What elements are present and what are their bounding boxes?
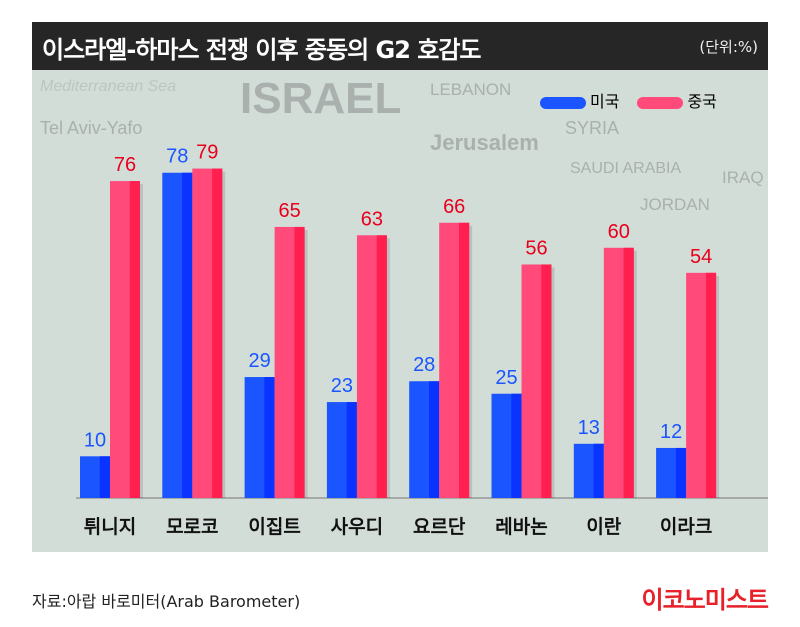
- map-label: ISRAEL: [240, 74, 402, 123]
- map-background: Mediterranean Sea ISRAEL LEBANON Tel Avi…: [32, 70, 768, 552]
- x-tick-label: 사우디: [331, 516, 383, 538]
- bar-shade: [129, 181, 140, 498]
- unit-label: (단위:%): [699, 38, 758, 56]
- map-label: IRAQ: [722, 168, 764, 187]
- bar-shade: [541, 264, 552, 498]
- data-label: 56: [525, 237, 547, 259]
- source-note: 자료:아랍 바로미터(Arab Barometer): [32, 592, 301, 611]
- data-label: 60: [608, 221, 630, 243]
- x-tick-label: 이라크: [660, 516, 712, 538]
- x-tick-label: 이집트: [248, 516, 300, 538]
- data-label: 65: [278, 200, 300, 222]
- data-label: 28: [413, 354, 435, 376]
- publisher-logo: 이코노미스트: [641, 586, 769, 614]
- legend-label: 중국: [687, 92, 717, 111]
- x-tick-label: 모로코: [166, 516, 218, 538]
- data-label: 66: [443, 196, 465, 218]
- data-label: 76: [114, 154, 136, 176]
- bar-shade: [212, 168, 223, 498]
- legend-swatch: [540, 96, 586, 109]
- bar-shade: [294, 226, 305, 498]
- data-label: 54: [690, 246, 712, 268]
- data-label: 79: [196, 142, 218, 164]
- legend-item-us: 미국: [540, 88, 619, 112]
- data-label: 12: [660, 421, 682, 443]
- map-label: Jerusalem: [430, 130, 539, 155]
- bar-shade: [623, 247, 634, 498]
- map-label: JORDAN: [640, 195, 710, 214]
- bar-shade: [593, 443, 604, 498]
- data-label: 10: [84, 429, 106, 451]
- data-label: 78: [166, 146, 188, 168]
- x-tick-label: 이란: [586, 516, 621, 538]
- map-label: SYRIA: [565, 118, 620, 138]
- bar-shade: [346, 402, 357, 498]
- bar-shade: [429, 381, 440, 498]
- title-bar: 이스라엘-하마스 전쟁 이후 중동의 G2 호감도 (단위:%): [32, 22, 768, 70]
- map-label: Mediterranean Sea: [40, 78, 177, 95]
- map-label: Tel Aviv-Yafo: [40, 118, 143, 138]
- x-tick-label: 레바논: [495, 516, 547, 538]
- bar-shade: [376, 235, 387, 499]
- legend-label: 미국: [590, 92, 620, 111]
- data-label: 63: [361, 208, 383, 230]
- data-label: 29: [248, 350, 270, 372]
- legend-item-china: 중국: [637, 88, 717, 112]
- data-label: 23: [331, 375, 353, 397]
- legend: 미국 중국: [540, 88, 717, 112]
- bar-shade: [675, 447, 687, 498]
- bar-shade: [264, 377, 275, 498]
- data-label: 25: [495, 367, 517, 389]
- bar-shade: [99, 456, 110, 498]
- map-label: SAUDI ARABIA: [570, 160, 682, 177]
- bar-shade: [182, 172, 193, 499]
- x-tick-label: 요르단: [413, 516, 466, 538]
- bar-shade: [511, 393, 522, 498]
- data-label: 13: [578, 417, 600, 439]
- map-label: LEBANON: [430, 80, 512, 99]
- bar-shade: [705, 272, 717, 498]
- bar-shade: [459, 222, 470, 498]
- x-tick-label: 튀니지: [84, 516, 136, 538]
- chart-title: 이스라엘-하마스 전쟁 이후 중동의 G2 호감도: [42, 36, 481, 64]
- legend-swatch: [637, 96, 684, 109]
